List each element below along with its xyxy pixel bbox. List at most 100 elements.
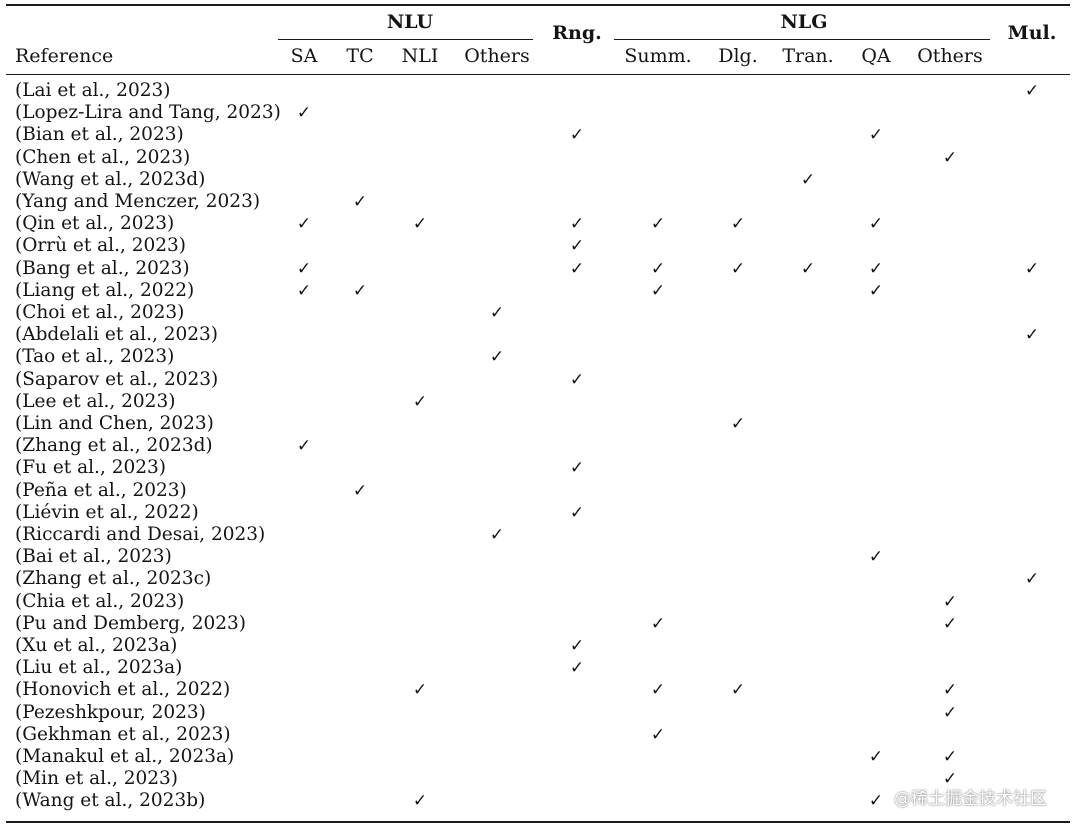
table-row: (Liévin et al., 2022) ✓ [0,502,1080,524]
header-rule [6,74,1070,75]
table-row: (Bai et al., 2023) ✓ [0,546,1080,568]
checkmark-icon: ✓ [800,169,816,190]
reference-cell: (Liu et al., 2023a) [15,657,183,679]
nlu-group-header: NLU [386,11,434,33]
checkmark-icon: ✓ [1024,258,1040,279]
checkmark-icon: ✓ [942,769,958,790]
reference-cell: (Pu and Demberg, 2023) [15,612,246,634]
table-row: (Bang et al., 2023) ✓ ✓ ✓ ✓ ✓ ✓ ✓ [0,258,1080,280]
column-header-dlg: Dlg. [718,45,758,67]
checkmark-icon: ✓ [1024,81,1040,101]
checkmark-icon: ✓ [868,791,884,812]
table-row: (Liu et al., 2023a) ✓ [0,657,1080,679]
table-row: (Yang and Menczer, 2023) ✓ [0,191,1080,213]
reference-cell: (Choi et al., 2023) [15,302,185,323]
checkmark-icon: ✓ [942,147,958,168]
table-row: (Manakul et al., 2023a) ✓ ✓ [0,746,1080,768]
table-row: (Wang et al., 2023d) ✓ [0,169,1080,191]
column-header-qa: QA [861,45,891,67]
reference-cell: (Bai et al., 2023) [15,546,172,568]
table-row: (Wang et al., 2023b) ✓ ✓ [0,790,1080,812]
checkmark-icon: ✓ [868,125,884,146]
checkmark-icon: ✓ [352,280,368,301]
table-row: (Choi et al., 2023) ✓ [0,302,1080,324]
column-header-nlg-others: Others [917,45,983,67]
checkmark-icon: ✓ [412,214,428,235]
checkmark-icon: ✓ [942,680,958,701]
column-header-nli: NLI [401,45,439,67]
column-header-tran: Tran. [782,45,834,67]
table-row: (Fu et al., 2023) ✓ [0,457,1080,479]
checkmark-icon: ✓ [489,347,505,368]
table-row: (Honovich et al., 2022) ✓ ✓ ✓ ✓ [0,679,1080,701]
checkmark-icon: ✓ [868,258,884,279]
reference-cell: (Qin et al., 2023) [15,213,175,235]
reference-cell: (Chen et al., 2023) [15,146,191,168]
checkmark-icon: ✓ [412,391,428,412]
reference-cell: (Chia et al., 2023) [15,590,185,612]
reference-cell: (Lopez-Lira and Tang, 2023) [15,102,281,124]
reference-cell: (Xu et al., 2023a) [15,635,178,656]
reference-cell: (Lin and Chen, 2023) [15,413,214,434]
table-row: (Liang et al., 2022) ✓ ✓ ✓ ✓ [0,280,1080,302]
checkmark-icon: ✓ [730,680,746,701]
checkmark-icon: ✓ [1024,569,1040,590]
checkmark-icon: ✓ [650,613,666,634]
nlg-group-rule [614,39,990,40]
mul-group-header: Mul. [1007,22,1057,44]
checkmark-icon: ✓ [569,214,585,235]
reference-cell: (Wang et al., 2023b) [15,790,206,812]
reference-cell: (Manakul et al., 2023a) [15,746,235,767]
checkmark-icon: ✓ [868,547,884,568]
reference-cell: (Saparov et al., 2023) [15,368,219,390]
nlu-group-rule [278,39,533,40]
checkmark-icon: ✓ [489,525,505,545]
rng-group-header: Rng. [552,22,602,44]
reference-cell: (Zhang et al., 2023c) [15,568,212,590]
checkmark-icon: ✓ [650,280,666,301]
column-header-sa: SA [290,45,318,67]
table-row: (Pezeshkpour, 2023) ✓ [0,702,1080,724]
table-row: (Saparov et al., 2023) ✓ [0,369,1080,391]
table-row: (Bian et al., 2023) ✓ ✓ [0,124,1080,146]
checkmark-icon: ✓ [569,458,585,479]
nlg-group-header: NLG [780,11,828,33]
checkmark-icon: ✓ [650,680,666,701]
bottom-rule [6,821,1070,823]
checkmark-icon: ✓ [569,236,585,257]
reference-cell: (Lee et al., 2023) [15,390,176,412]
checkmark-icon: ✓ [569,369,585,390]
checkmark-icon: ✓ [296,103,312,124]
reference-cell: (Bang et al., 2023) [15,257,190,279]
checkmark-icon: ✓ [942,613,958,634]
table-row: (Orrù et al., 2023) ✓ [0,235,1080,257]
table-row: (Zhang et al., 2023c) ✓ [0,568,1080,590]
checkmark-icon: ✓ [412,680,428,701]
table-row: (Pu and Demberg, 2023) ✓ ✓ [0,613,1080,635]
checkmark-icon: ✓ [569,125,585,146]
checkmark-icon: ✓ [296,258,312,279]
checkmark-icon: ✓ [296,280,312,301]
reference-cell: (Abdelali et al., 2023) [15,324,219,346]
checkmark-icon: ✓ [296,436,312,457]
table-row: (Min et al., 2023) ✓ [0,768,1080,790]
table-row: (Qin et al., 2023) ✓ ✓ ✓ ✓ ✓ ✓ [0,213,1080,235]
table-row: (Xu et al., 2023a) ✓ [0,635,1080,657]
checkmark-icon: ✓ [730,214,746,235]
reference-cell: (Honovich et al., 2022) [15,679,231,701]
checkmark-icon: ✓ [489,303,505,323]
checkmark-icon: ✓ [868,747,884,767]
watermark: @稀土掘金技术社区 [894,789,1047,809]
table-row: (Tao et al., 2023) ✓ [0,346,1080,368]
table-row: (Lin and Chen, 2023) ✓ [0,413,1080,435]
checkmark-icon: ✓ [569,502,585,523]
reference-cell: (Yang and Menczer, 2023) [15,191,261,212]
checkmark-icon: ✓ [730,414,746,434]
checkmark-icon: ✓ [942,591,958,612]
checkmark-icon: ✓ [868,214,884,235]
table-row: (Zhang et al., 2023d) ✓ [0,435,1080,457]
checkmark-icon: ✓ [730,258,746,279]
column-header-tc: TC [346,45,374,67]
table-row: (Abdelali et al., 2023) ✓ [0,324,1080,346]
